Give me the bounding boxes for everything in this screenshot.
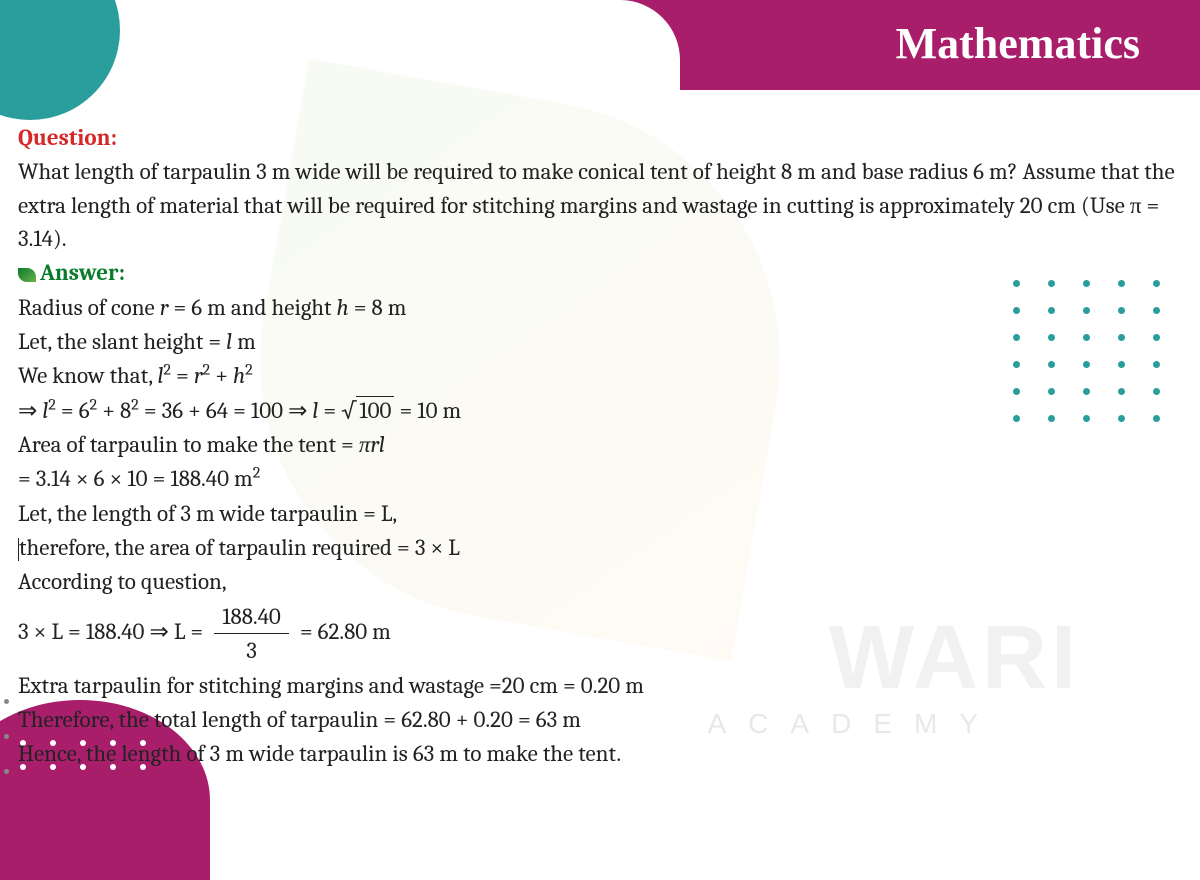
question-text: What length of tarpaulin 3 m wide will b… bbox=[18, 155, 1182, 255]
answer-line-5: Area of tarpaulin to make the tent = πrl bbox=[18, 428, 1182, 461]
answer-line-3: We know that, l2 = r2 + h2 bbox=[18, 359, 1182, 392]
answer-line-13: Hence, the length of 3 m wide tarpaulin … bbox=[18, 737, 1182, 770]
answer-line-6: = 3.14 × 6 × 10 = 188.40 m2 bbox=[18, 462, 1182, 495]
header-banner: Mathematics bbox=[620, 0, 1200, 90]
answer-line-2: Let, the slant height = l m bbox=[18, 325, 1182, 358]
page-title: Mathematics bbox=[896, 18, 1140, 69]
question-label: Question: bbox=[18, 124, 117, 151]
bullet-decor bbox=[4, 669, 9, 804]
answer-line-9: According to question, bbox=[18, 565, 1182, 598]
content-area: Question: What length of tarpaulin 3 m w… bbox=[18, 120, 1182, 772]
answer-line-12: Therefore, the total length of tarpaulin… bbox=[18, 703, 1182, 736]
answer-line-1: Radius of cone r = 6 m and height h = 8 … bbox=[18, 291, 1182, 324]
answer-label: Answer: bbox=[40, 259, 125, 286]
answer-line-8: therefore, the area of tarpaulin require… bbox=[18, 531, 1182, 564]
answer-line-10: 3 × L = 188.40 ⇒ L = 188.403 = 62.80 m bbox=[18, 600, 1182, 668]
teal-corner-decor bbox=[0, 0, 120, 120]
answer-line-7: Let, the length of 3 m wide tarpaulin = … bbox=[18, 497, 1182, 530]
leaf-icon bbox=[18, 268, 36, 282]
answer-line-11: Extra tarpaulin for stitching margins an… bbox=[18, 669, 1182, 702]
answer-line-4: ⇒ l2 = 62 + 82 = 36 + 64 = 100 ⇒ l = √10… bbox=[18, 394, 1182, 427]
